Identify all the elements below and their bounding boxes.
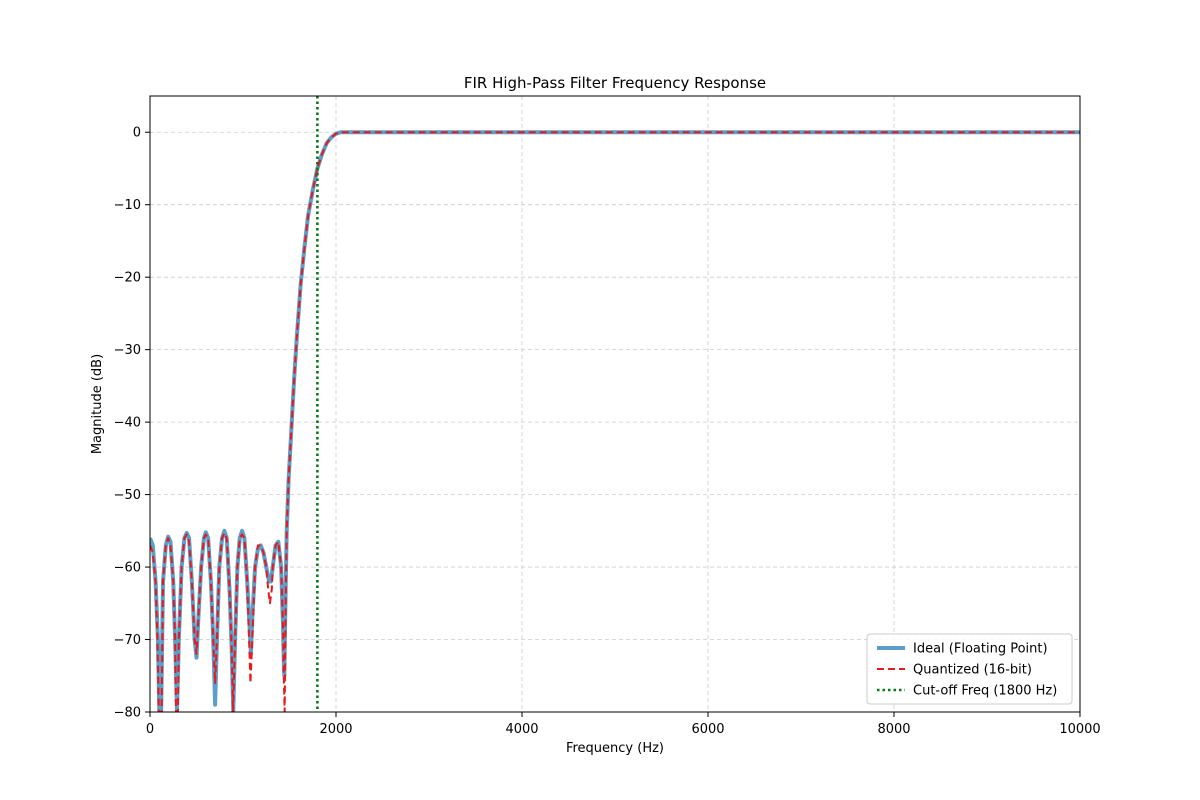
x-tick-label: 2000 [319,722,352,737]
chart-title: FIR High-Pass Filter Frequency Response [464,74,766,92]
x-tick-label: 6000 [691,722,724,737]
legend-label-quantized-16bit: Quantized (16-bit) [913,663,1032,678]
x-tick-label: 0 [146,722,154,737]
legend: Ideal (Floating Point) Quantized (16-bit)… [866,633,1073,705]
axis-ticks: 0 2000 4000 6000 8000 10000 0 −10 −20 −30 −40 −50 −6… [114,126,1101,737]
x-axis-label: Frequency (Hz) [566,741,664,756]
legend-label-cutoff-frequency: Cut-off Freq (1800 Hz) [913,684,1057,699]
y-tick-label: 0 [133,126,141,141]
x-tick-label: 4000 [505,722,538,737]
y-tick-label: −30 [114,343,141,358]
y-tick-label: −80 [114,706,141,721]
x-tick-label: 10000 [1059,722,1100,737]
y-tick-label: −40 [114,416,141,431]
series-line-quantized-16bit [150,131,1080,712]
y-tick-label: −20 [114,271,141,286]
y-axis-label: Magnitude (dB) [90,354,105,454]
legend-box [866,633,1073,705]
legend-label-ideal-floating-point: Ideal (Floating Point) [913,642,1048,657]
y-tick-label: −60 [114,561,141,576]
grid [149,96,1081,713]
y-tick-label: −70 [114,633,141,648]
x-tick-label: 8000 [877,722,910,737]
y-tick-label: −10 [114,198,141,213]
y-tick-label: −50 [114,488,141,503]
plot-area [150,96,1080,712]
axes-frame [149,95,1081,713]
